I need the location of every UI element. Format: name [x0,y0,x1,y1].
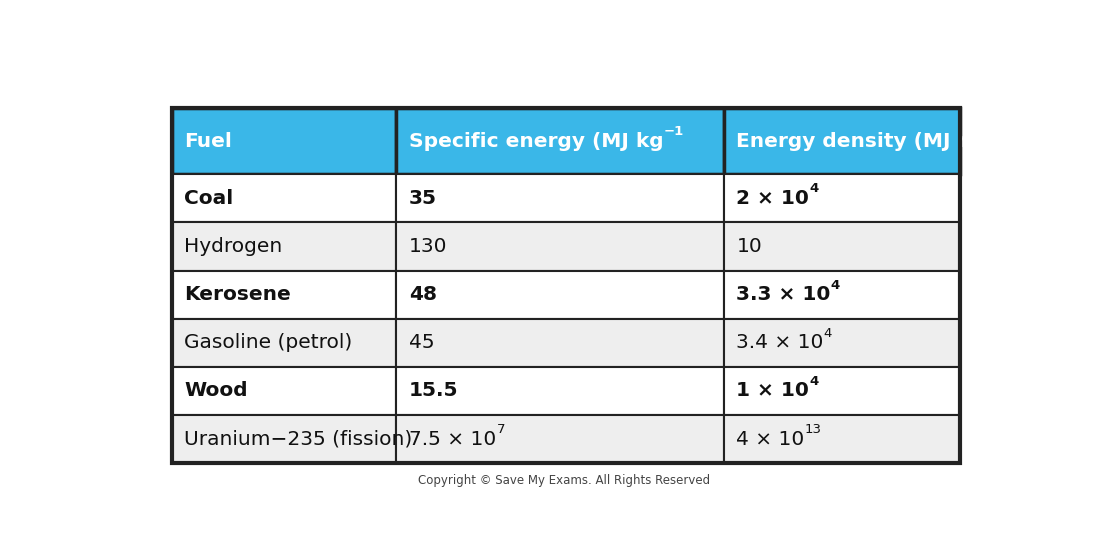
Text: 7.5 × 10: 7.5 × 10 [409,430,496,449]
Text: 10: 10 [736,237,762,256]
Text: Copyright © Save My Exams. All Rights Reserved: Copyright © Save My Exams. All Rights Re… [418,474,710,487]
Bar [396,223,724,271]
Bar [172,223,396,271]
Text: Wood: Wood [185,382,248,401]
Text: 130: 130 [409,237,448,256]
Text: Energy density (MJ m: Energy density (MJ m [736,132,979,151]
Bar [724,367,960,415]
Bar [172,367,396,415]
Bar [396,367,724,415]
Bar [724,415,960,463]
Bar [396,271,724,319]
Bar [724,271,960,319]
Text: 13: 13 [804,423,822,436]
Text: 7: 7 [496,423,505,436]
Text: 35: 35 [409,189,437,208]
Bar [724,223,960,271]
Text: Coal: Coal [185,189,233,208]
Bar [172,271,396,319]
Text: 2 × 10: 2 × 10 [736,189,810,208]
Text: 4: 4 [810,182,818,195]
Text: Kerosene: Kerosene [185,285,292,304]
Text: 48: 48 [409,285,437,304]
Bar [396,319,724,367]
Bar [172,415,396,463]
Bar [172,108,960,463]
Text: 4: 4 [810,375,818,388]
Bar [172,174,396,223]
Bar [396,174,724,223]
Text: 4 × 10: 4 × 10 [736,430,804,449]
Text: 4: 4 [824,327,832,340]
Bar [396,415,724,463]
Text: 15.5: 15.5 [409,382,459,401]
Text: Fuel: Fuel [185,132,232,151]
Text: 3.4 × 10: 3.4 × 10 [736,333,824,352]
Text: Specific energy (MJ kg: Specific energy (MJ kg [409,132,663,151]
Text: Uranium−235 (fission): Uranium−235 (fission) [185,430,412,449]
Bar [724,174,960,223]
Text: 1 × 10: 1 × 10 [736,382,810,401]
Bar [172,319,396,367]
Bar [396,108,724,174]
Text: −1: −1 [663,125,684,138]
Text: 3.3 × 10: 3.3 × 10 [736,285,830,304]
Text: 45: 45 [409,333,434,352]
Text: Hydrogen: Hydrogen [185,237,283,256]
Bar [172,108,396,174]
Bar [724,319,960,367]
Text: −3: −3 [979,125,999,138]
Text: Gasoline (petrol): Gasoline (petrol) [185,333,353,352]
Bar [724,108,960,174]
Text: 4: 4 [830,279,840,292]
